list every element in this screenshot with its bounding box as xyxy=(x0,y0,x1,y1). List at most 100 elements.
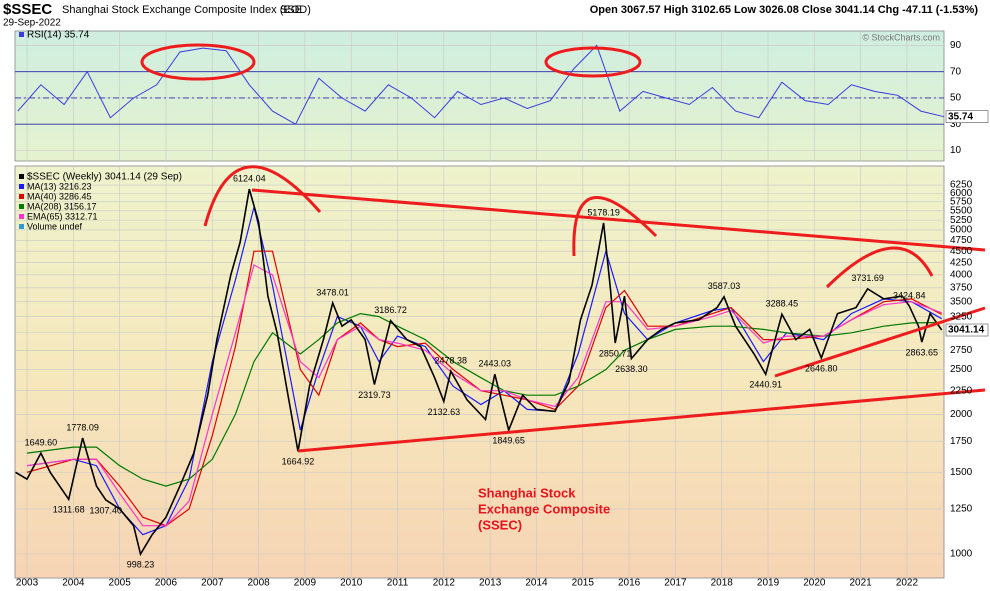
legend-swatch xyxy=(19,224,24,229)
watermark: © StockCharts.com xyxy=(862,32,940,42)
x-tick-label: 2003 xyxy=(16,578,39,589)
x-tick-label: 2018 xyxy=(711,578,734,589)
peak-label: 3288.45 xyxy=(766,299,799,309)
y-tick-label: 1750 xyxy=(950,436,973,447)
peak-label: 3478.01 xyxy=(316,287,349,297)
legend-label: MA(40) 3286.45 xyxy=(27,191,92,201)
y-tick-label: 2250 xyxy=(950,385,973,396)
trough-label: 1307.40 xyxy=(89,505,122,515)
series-line xyxy=(26,312,942,487)
peak-label: 5178.19 xyxy=(587,207,620,217)
trend-line xyxy=(297,388,986,453)
y-tick-label: 1250 xyxy=(950,504,973,515)
annotation: Shanghai Stock xyxy=(478,485,576,500)
circle xyxy=(140,43,256,81)
x-tick-label: 2008 xyxy=(247,578,270,589)
x-tick-label: 2017 xyxy=(664,578,687,589)
series-line xyxy=(26,264,942,527)
x-tick-label: 2015 xyxy=(572,578,595,589)
y-tick-label: 5000 xyxy=(950,225,973,236)
x-tick-label: 2020 xyxy=(803,578,826,589)
peak-label: 3186.72 xyxy=(374,305,407,315)
trough-label: 1311.68 xyxy=(53,505,85,515)
date: 29-Sep-2022 xyxy=(3,18,61,29)
y-tick-label: 5750 xyxy=(950,196,973,207)
x-tick-label: 2012 xyxy=(433,578,456,589)
y-tick-label: 5500 xyxy=(950,205,973,216)
x-tick-label: 2022 xyxy=(896,578,919,589)
y-tick-label: 4750 xyxy=(950,235,973,246)
y-tick-label: 30 xyxy=(950,119,962,130)
x-tick-label: 2010 xyxy=(340,578,363,589)
trough-label: 998.23 xyxy=(127,560,155,570)
trough-label: 1664.92 xyxy=(282,457,315,467)
quote: Open 3067.57 High 3102.65 Low 3026.08 Cl… xyxy=(590,4,979,16)
y-tick-label: 2000 xyxy=(950,409,973,420)
legend-label: EMA(65) 3312.71 xyxy=(27,211,98,221)
y-tick-label: 3750 xyxy=(950,282,973,293)
trough-label: 2440.91 xyxy=(749,380,782,390)
peak-label: 3731.69 xyxy=(851,273,884,283)
y-tick-label: 3250 xyxy=(950,311,973,322)
arc xyxy=(825,246,934,289)
legend-swatch xyxy=(19,184,24,189)
price-line xyxy=(15,188,943,557)
y-tick-label: 4250 xyxy=(950,257,973,268)
overlay xyxy=(140,43,986,453)
y-tick-label: 1500 xyxy=(950,467,973,478)
arc xyxy=(203,165,322,227)
trough-label: 2863.65 xyxy=(905,347,938,357)
x-tick-label: 2011 xyxy=(387,578,409,589)
y-tick-label: 6000 xyxy=(950,188,973,199)
y-tick-label: 50 xyxy=(950,93,962,104)
legend-swatch xyxy=(19,32,24,37)
x-tick-label: 2009 xyxy=(294,578,317,589)
trough-label: 2850.71 xyxy=(599,348,632,358)
circle xyxy=(544,46,642,78)
annotation: Exchange Composite xyxy=(478,501,610,516)
trend-line xyxy=(251,188,986,252)
trough-label: 2319.73 xyxy=(358,390,391,400)
price-line xyxy=(17,44,945,125)
y-tick-label: 4000 xyxy=(950,269,973,280)
trend-line xyxy=(774,306,986,378)
value-tag xyxy=(945,323,989,337)
peak-label: 2443.03 xyxy=(479,358,512,368)
chart-title: RSI(14) 35.74 xyxy=(27,30,90,41)
legend-swatch xyxy=(19,204,24,209)
legend-label: Volume undef xyxy=(27,221,83,231)
x-tick-label: 2006 xyxy=(155,578,178,589)
symbol: $SSEC xyxy=(3,1,52,18)
x-tick-label: 2007 xyxy=(201,578,224,589)
y-tick-label: 4500 xyxy=(950,246,973,257)
legend-label: MA(13) 3216.23 xyxy=(27,181,92,191)
y-tick-label: 2750 xyxy=(950,345,973,356)
x-tick-label: 2014 xyxy=(525,578,548,589)
peak-label: 2478.38 xyxy=(435,356,468,366)
legend-swatch xyxy=(19,174,24,179)
peak-label: 6124.04 xyxy=(233,174,266,184)
annotation: (SSEC) xyxy=(478,517,522,532)
peak-label: 1778.09 xyxy=(66,422,99,432)
x-tick-label: 2004 xyxy=(62,578,85,589)
y-tick-label: 2500 xyxy=(950,364,973,375)
legend-swatch xyxy=(19,214,24,219)
value-tag-label: 35.74 xyxy=(948,111,973,122)
x-tick-label: 2016 xyxy=(618,578,641,589)
x-tick-label: 2021 xyxy=(850,578,873,589)
y-tick-label: 5250 xyxy=(950,215,973,226)
x-tick-label: 2005 xyxy=(109,578,132,589)
value-tag-label: 3041.14 xyxy=(948,325,985,336)
description: Shanghai Stock Exchange Composite Index … xyxy=(62,4,311,16)
x-tick-label: 2019 xyxy=(757,578,780,589)
arc xyxy=(572,196,658,257)
peak-label: 1649.60 xyxy=(25,438,58,448)
peak-label: 3424.84 xyxy=(893,290,926,300)
legend-label: MA(208) 3156.17 xyxy=(27,201,97,211)
y-tick-label: 1000 xyxy=(950,549,973,560)
y-tick-label: 3500 xyxy=(950,296,973,307)
trough-label: 2638.30 xyxy=(615,364,648,374)
trough-label: 1849.65 xyxy=(492,435,525,445)
exchange: SSE xyxy=(280,4,302,16)
